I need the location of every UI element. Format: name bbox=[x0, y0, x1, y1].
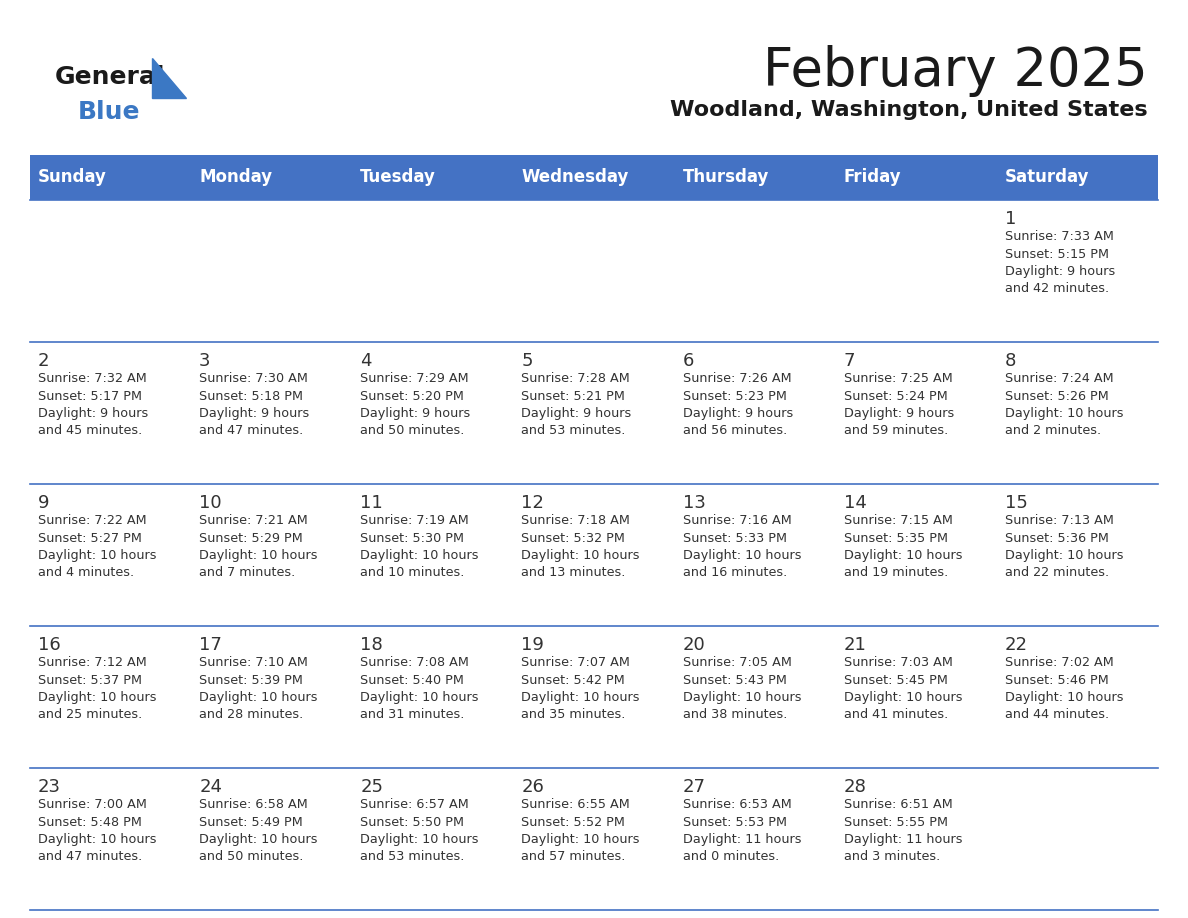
Text: Sunrise: 7:26 AM
Sunset: 5:23 PM
Daylight: 9 hours
and 56 minutes.: Sunrise: 7:26 AM Sunset: 5:23 PM Dayligh… bbox=[683, 372, 792, 438]
Text: 24: 24 bbox=[200, 778, 222, 796]
Text: 20: 20 bbox=[683, 636, 706, 654]
Text: 18: 18 bbox=[360, 636, 383, 654]
Text: 11: 11 bbox=[360, 494, 383, 512]
Text: Sunrise: 6:55 AM
Sunset: 5:52 PM
Daylight: 10 hours
and 57 minutes.: Sunrise: 6:55 AM Sunset: 5:52 PM Dayligh… bbox=[522, 798, 640, 864]
Text: 9: 9 bbox=[38, 494, 50, 512]
Bar bbox=[30, 342, 1158, 484]
Text: Sunrise: 6:58 AM
Sunset: 5:49 PM
Daylight: 10 hours
and 50 minutes.: Sunrise: 6:58 AM Sunset: 5:49 PM Dayligh… bbox=[200, 798, 317, 864]
Text: 26: 26 bbox=[522, 778, 544, 796]
Text: Sunrise: 7:30 AM
Sunset: 5:18 PM
Daylight: 9 hours
and 47 minutes.: Sunrise: 7:30 AM Sunset: 5:18 PM Dayligh… bbox=[200, 372, 309, 438]
Text: Sunrise: 7:07 AM
Sunset: 5:42 PM
Daylight: 10 hours
and 35 minutes.: Sunrise: 7:07 AM Sunset: 5:42 PM Dayligh… bbox=[522, 656, 640, 722]
Text: 25: 25 bbox=[360, 778, 384, 796]
Text: Sunrise: 7:24 AM
Sunset: 5:26 PM
Daylight: 10 hours
and 2 minutes.: Sunrise: 7:24 AM Sunset: 5:26 PM Dayligh… bbox=[1005, 372, 1124, 438]
Text: Sunrise: 7:08 AM
Sunset: 5:40 PM
Daylight: 10 hours
and 31 minutes.: Sunrise: 7:08 AM Sunset: 5:40 PM Dayligh… bbox=[360, 656, 479, 722]
Text: Sunrise: 7:00 AM
Sunset: 5:48 PM
Daylight: 10 hours
and 47 minutes.: Sunrise: 7:00 AM Sunset: 5:48 PM Dayligh… bbox=[38, 798, 157, 864]
Text: 7: 7 bbox=[843, 352, 855, 370]
Text: 3: 3 bbox=[200, 352, 210, 370]
Text: Sunrise: 7:21 AM
Sunset: 5:29 PM
Daylight: 10 hours
and 7 minutes.: Sunrise: 7:21 AM Sunset: 5:29 PM Dayligh… bbox=[200, 514, 317, 579]
Text: 12: 12 bbox=[522, 494, 544, 512]
Text: 17: 17 bbox=[200, 636, 222, 654]
Text: General: General bbox=[55, 65, 165, 89]
Text: Blue: Blue bbox=[78, 100, 140, 124]
Text: Friday: Friday bbox=[843, 169, 902, 186]
Text: Saturday: Saturday bbox=[1005, 169, 1089, 186]
Text: Sunrise: 7:32 AM
Sunset: 5:17 PM
Daylight: 9 hours
and 45 minutes.: Sunrise: 7:32 AM Sunset: 5:17 PM Dayligh… bbox=[38, 372, 148, 438]
Text: 13: 13 bbox=[683, 494, 706, 512]
Text: Sunrise: 7:13 AM
Sunset: 5:36 PM
Daylight: 10 hours
and 22 minutes.: Sunrise: 7:13 AM Sunset: 5:36 PM Dayligh… bbox=[1005, 514, 1124, 579]
Text: Sunrise: 7:05 AM
Sunset: 5:43 PM
Daylight: 10 hours
and 38 minutes.: Sunrise: 7:05 AM Sunset: 5:43 PM Dayligh… bbox=[683, 656, 801, 722]
Text: February 2025: February 2025 bbox=[763, 45, 1148, 97]
Text: Sunrise: 7:02 AM
Sunset: 5:46 PM
Daylight: 10 hours
and 44 minutes.: Sunrise: 7:02 AM Sunset: 5:46 PM Dayligh… bbox=[1005, 656, 1124, 722]
Text: 27: 27 bbox=[683, 778, 706, 796]
Bar bbox=[30, 626, 1158, 768]
Text: 15: 15 bbox=[1005, 494, 1028, 512]
Text: Sunrise: 7:10 AM
Sunset: 5:39 PM
Daylight: 10 hours
and 28 minutes.: Sunrise: 7:10 AM Sunset: 5:39 PM Dayligh… bbox=[200, 656, 317, 722]
Text: 23: 23 bbox=[38, 778, 61, 796]
Text: Sunrise: 7:15 AM
Sunset: 5:35 PM
Daylight: 10 hours
and 19 minutes.: Sunrise: 7:15 AM Sunset: 5:35 PM Dayligh… bbox=[843, 514, 962, 579]
Text: 10: 10 bbox=[200, 494, 222, 512]
Text: Sunrise: 7:22 AM
Sunset: 5:27 PM
Daylight: 10 hours
and 4 minutes.: Sunrise: 7:22 AM Sunset: 5:27 PM Dayligh… bbox=[38, 514, 157, 579]
Bar bbox=[30, 484, 1158, 626]
Text: Sunrise: 7:12 AM
Sunset: 5:37 PM
Daylight: 10 hours
and 25 minutes.: Sunrise: 7:12 AM Sunset: 5:37 PM Dayligh… bbox=[38, 656, 157, 722]
Text: 16: 16 bbox=[38, 636, 61, 654]
Text: Sunrise: 7:19 AM
Sunset: 5:30 PM
Daylight: 10 hours
and 10 minutes.: Sunrise: 7:19 AM Sunset: 5:30 PM Dayligh… bbox=[360, 514, 479, 579]
Bar bbox=[30, 768, 1158, 910]
Text: 19: 19 bbox=[522, 636, 544, 654]
Text: Sunrise: 7:33 AM
Sunset: 5:15 PM
Daylight: 9 hours
and 42 minutes.: Sunrise: 7:33 AM Sunset: 5:15 PM Dayligh… bbox=[1005, 230, 1116, 296]
Text: Sunrise: 6:57 AM
Sunset: 5:50 PM
Daylight: 10 hours
and 53 minutes.: Sunrise: 6:57 AM Sunset: 5:50 PM Dayligh… bbox=[360, 798, 479, 864]
Bar bbox=[30, 155, 1158, 200]
Text: Sunrise: 6:51 AM
Sunset: 5:55 PM
Daylight: 11 hours
and 3 minutes.: Sunrise: 6:51 AM Sunset: 5:55 PM Dayligh… bbox=[843, 798, 962, 864]
Text: 1: 1 bbox=[1005, 210, 1016, 228]
Text: Sunrise: 7:18 AM
Sunset: 5:32 PM
Daylight: 10 hours
and 13 minutes.: Sunrise: 7:18 AM Sunset: 5:32 PM Dayligh… bbox=[522, 514, 640, 579]
Text: 22: 22 bbox=[1005, 636, 1028, 654]
Text: 8: 8 bbox=[1005, 352, 1016, 370]
Text: 14: 14 bbox=[843, 494, 866, 512]
Text: Woodland, Washington, United States: Woodland, Washington, United States bbox=[670, 100, 1148, 120]
Text: Wednesday: Wednesday bbox=[522, 169, 628, 186]
Text: Sunrise: 7:16 AM
Sunset: 5:33 PM
Daylight: 10 hours
and 16 minutes.: Sunrise: 7:16 AM Sunset: 5:33 PM Dayligh… bbox=[683, 514, 801, 579]
Text: 2: 2 bbox=[38, 352, 50, 370]
Text: Tuesday: Tuesday bbox=[360, 169, 436, 186]
Text: Sunrise: 7:28 AM
Sunset: 5:21 PM
Daylight: 9 hours
and 53 minutes.: Sunrise: 7:28 AM Sunset: 5:21 PM Dayligh… bbox=[522, 372, 632, 438]
Text: Monday: Monday bbox=[200, 169, 272, 186]
Text: 5: 5 bbox=[522, 352, 533, 370]
Text: Sunday: Sunday bbox=[38, 169, 107, 186]
Text: 4: 4 bbox=[360, 352, 372, 370]
Bar bbox=[30, 200, 1158, 342]
Polygon shape bbox=[152, 58, 187, 98]
Text: 6: 6 bbox=[683, 352, 694, 370]
Text: 21: 21 bbox=[843, 636, 866, 654]
Text: Thursday: Thursday bbox=[683, 169, 769, 186]
Text: Sunrise: 7:29 AM
Sunset: 5:20 PM
Daylight: 9 hours
and 50 minutes.: Sunrise: 7:29 AM Sunset: 5:20 PM Dayligh… bbox=[360, 372, 470, 438]
Text: Sunrise: 7:03 AM
Sunset: 5:45 PM
Daylight: 10 hours
and 41 minutes.: Sunrise: 7:03 AM Sunset: 5:45 PM Dayligh… bbox=[843, 656, 962, 722]
Text: 28: 28 bbox=[843, 778, 866, 796]
Text: Sunrise: 7:25 AM
Sunset: 5:24 PM
Daylight: 9 hours
and 59 minutes.: Sunrise: 7:25 AM Sunset: 5:24 PM Dayligh… bbox=[843, 372, 954, 438]
Text: Sunrise: 6:53 AM
Sunset: 5:53 PM
Daylight: 11 hours
and 0 minutes.: Sunrise: 6:53 AM Sunset: 5:53 PM Dayligh… bbox=[683, 798, 801, 864]
